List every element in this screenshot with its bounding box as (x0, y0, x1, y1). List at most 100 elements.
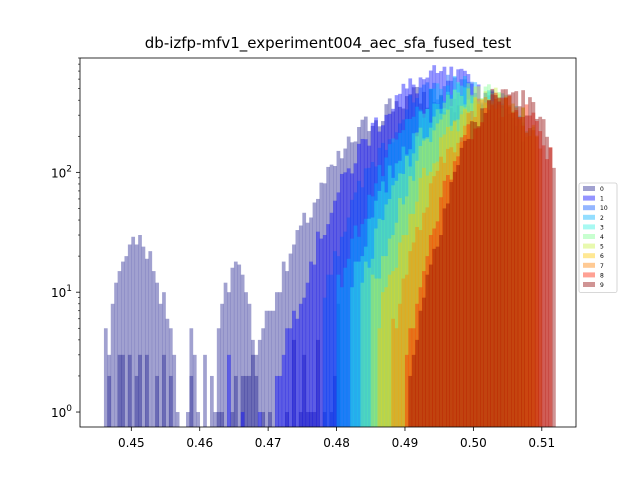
histogram-bar (517, 119, 522, 427)
histogram-bar (541, 119, 546, 427)
histogram-bar (514, 105, 519, 427)
histogram-bar (442, 101, 447, 428)
histogram-bar (216, 328, 221, 427)
histogram-bar (497, 113, 502, 427)
histogram-bar (452, 120, 457, 427)
histogram-bar (487, 91, 491, 427)
histogram-bar (463, 79, 467, 428)
histogram-bar (281, 261, 286, 427)
histogram-bar (476, 106, 481, 428)
histogram-bar (350, 287, 354, 427)
histogram-bar (459, 95, 464, 428)
histogram-bar (377, 328, 382, 427)
histogram-bar (449, 80, 454, 428)
histogram-bar (439, 156, 443, 428)
series-6 (377, 96, 539, 428)
histogram-bar (422, 113, 426, 427)
histogram-bar (336, 256, 341, 427)
histogram-bar (261, 328, 266, 427)
histogram-bar (459, 111, 464, 427)
histogram-bar (459, 114, 464, 427)
histogram-bar (521, 90, 525, 428)
histogram-bar (360, 119, 365, 428)
histogram-bar (411, 328, 416, 427)
histogram-bar (329, 164, 334, 427)
histogram-bar (507, 114, 512, 428)
histogram-bar (336, 274, 341, 427)
histogram-bar (466, 124, 471, 427)
histogram-bar (517, 118, 522, 427)
histogram-bar (292, 310, 296, 427)
histogram-bar (480, 108, 484, 428)
histogram-bar (507, 105, 512, 427)
x-tick-label: 0.47 (255, 436, 282, 450)
histogram-bar (391, 138, 395, 427)
histogram-bar (415, 93, 419, 427)
histogram-bar (302, 297, 307, 427)
histogram-bar (442, 108, 447, 428)
histogram-bar (186, 412, 190, 427)
histogram-bar (384, 287, 389, 427)
legend-swatch (583, 186, 595, 191)
histogram-bar (473, 110, 478, 427)
histogram-bar (483, 97, 488, 428)
histogram-bar (456, 69, 460, 427)
histogram-bar (449, 108, 454, 428)
histogram-bar (459, 141, 464, 427)
histogram-bar (401, 204, 406, 427)
histogram-bar (295, 230, 300, 427)
histogram-bar (302, 212, 307, 427)
histogram-bar (500, 89, 505, 427)
histogram-bar (476, 103, 481, 428)
histogram-bar (230, 412, 235, 427)
histogram-bar (521, 141, 525, 427)
histogram-bar (490, 91, 495, 427)
histogram-bar (415, 132, 419, 427)
histogram-bar (425, 108, 430, 427)
histogram-bar (418, 230, 423, 427)
x-tick-label: 0.49 (392, 436, 419, 450)
histogram-bar (411, 133, 416, 427)
histogram-bar (504, 96, 508, 428)
histogram-bar (493, 139, 498, 427)
histogram-bar (456, 142, 460, 427)
histogram-bar (521, 107, 525, 427)
histogram-bar (408, 95, 413, 428)
histogram-bar (367, 131, 372, 427)
histogram-bar (312, 264, 317, 427)
histogram-bar (446, 127, 450, 427)
histogram-bar (435, 109, 440, 427)
histogram-bar (432, 248, 437, 427)
histogram-bar (452, 75, 457, 428)
histogram-bar (463, 140, 467, 427)
histogram-bar (552, 167, 556, 427)
histogram-bar (428, 171, 433, 427)
histogram-bar (524, 137, 529, 427)
histogram-bar (469, 120, 474, 427)
histogram-bar (384, 104, 389, 428)
histogram-bar (473, 92, 478, 428)
histogram-bar (233, 261, 238, 427)
histogram-bar (480, 122, 484, 427)
histogram-bar (404, 155, 409, 427)
histogram-bar (446, 175, 450, 427)
histogram-bar (466, 74, 471, 427)
histogram-bar (398, 123, 402, 428)
histogram-bar (155, 375, 159, 427)
histogram-bar (432, 130, 437, 427)
histogram-bar (514, 117, 519, 428)
histogram-bar (480, 110, 484, 427)
histogram-bar (500, 105, 505, 427)
histogram-bar (428, 183, 433, 427)
histogram-bar (377, 278, 382, 427)
histogram-bar (428, 127, 433, 427)
histogram-bar (507, 113, 512, 427)
histogram-bar (408, 328, 413, 427)
histogram-bar (165, 318, 170, 427)
histogram-bar (487, 84, 491, 428)
histogram-bar (394, 163, 399, 428)
histogram-bar (237, 264, 242, 427)
histogram-bar (466, 88, 471, 427)
legend-label: 3 (600, 224, 604, 231)
histogram-bar (473, 82, 478, 427)
